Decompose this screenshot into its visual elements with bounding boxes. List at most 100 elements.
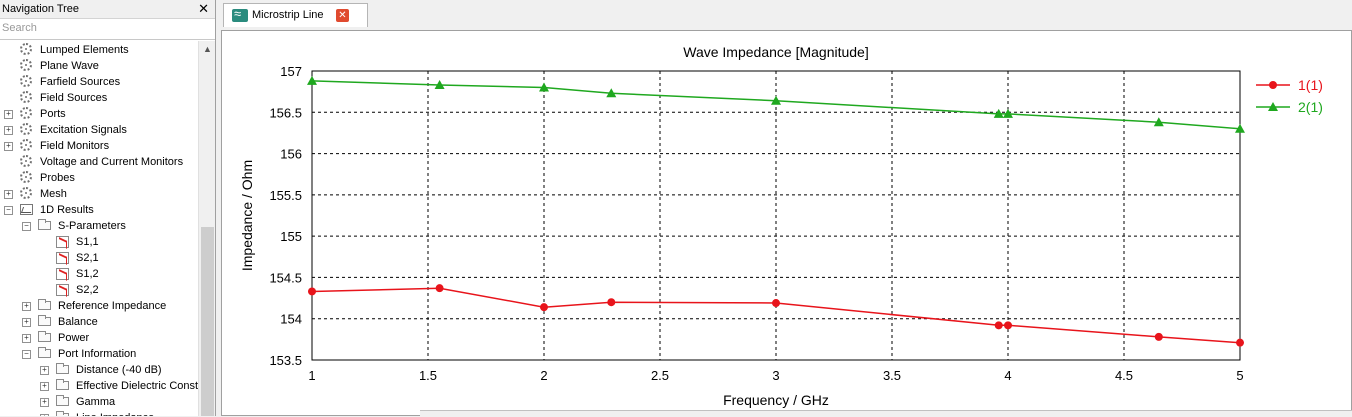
tree-item-power[interactable]: + Power — [0, 330, 198, 346]
tree-item-label: Effective Dielectric Const — [76, 380, 198, 392]
scroll-up-arrow-icon[interactable]: ▲ — [203, 44, 212, 54]
y-tick-label: 157 — [280, 64, 302, 79]
series-line-1-1 — [311, 287, 1241, 344]
data-point-2-1 — [539, 82, 549, 92]
tree-item-voltage-and-current-monitors[interactable]: Voltage and Current Monitors — [0, 154, 198, 170]
sparam-icon — [56, 284, 69, 296]
tree-item-line-impedance[interactable]: + Line Impedance — [0, 410, 198, 416]
expand-icon[interactable]: + — [4, 190, 13, 199]
tree-item-effective-dielectric-const[interactable]: + Effective Dielectric Const — [0, 378, 198, 394]
tree-item-label: Farfield Sources — [40, 76, 121, 88]
gear-icon — [20, 107, 32, 119]
x-tick-label: 1 — [308, 368, 315, 383]
tree-item-gamma[interactable]: + Gamma — [0, 394, 198, 410]
tree-item-probes[interactable]: Probes — [0, 170, 198, 186]
collapse-icon[interactable]: − — [22, 350, 31, 359]
tree-item-balance[interactable]: + Balance — [0, 314, 198, 330]
close-icon[interactable]: ✕ — [198, 1, 209, 16]
tree-scrollbar[interactable]: ▲ — [198, 41, 215, 416]
data-point-2-1 — [1153, 117, 1164, 127]
data-point-1-1 — [607, 298, 616, 307]
expand-icon[interactable]: + — [22, 318, 31, 327]
tree-item-distance-40-db[interactable]: + Distance (-40 dB) — [0, 362, 198, 378]
gear-icon — [20, 171, 32, 183]
tree-item-s1-1[interactable]: S1,1 — [0, 234, 198, 250]
tree-item-farfield-sources[interactable]: Farfield Sources — [0, 74, 198, 90]
data-point-1-1 — [772, 299, 780, 308]
sparam-icon — [56, 236, 69, 248]
tree-item-s1-2[interactable]: S1,2 — [0, 266, 198, 282]
tree-item-label: Line Impedance — [76, 410, 154, 416]
impedance-chart: 1 1.5 2 2.5 3 3.5 4 4.5 5 153.5 154 154.5 155 155.5 15… — [239, 44, 1323, 408]
y-tick-label: 155.5 — [269, 188, 302, 203]
gear-icon — [20, 75, 32, 87]
tree-item-port-information[interactable]: − Port Information — [0, 346, 198, 362]
expand-icon[interactable]: + — [40, 414, 49, 416]
tree-item-mesh[interactable]: + Mesh — [0, 186, 198, 202]
tree-item-plane-wave[interactable]: Plane Wave — [0, 58, 198, 74]
collapse-icon[interactable]: − — [22, 222, 31, 231]
tree-item-label: S2,2 — [76, 284, 99, 296]
y-axis-label: Impedance / Ohm — [239, 160, 255, 271]
document-tab-strip: Microstrip Line ✕ — [216, 0, 1352, 28]
tree-item-label: Field Sources — [40, 92, 108, 104]
expand-icon[interactable]: + — [4, 110, 13, 119]
tree-item-label: Probes — [40, 172, 75, 184]
tree-item-s2-1[interactable]: S2,1 — [0, 250, 198, 266]
data-point-1-1 — [308, 287, 316, 296]
data-point-1-1 — [540, 303, 548, 312]
data-point-2-1 — [993, 108, 1004, 118]
tab-microstrip-line[interactable]: Microstrip Line ✕ — [223, 3, 368, 27]
expand-icon[interactable]: + — [22, 302, 31, 311]
gear-icon — [20, 187, 32, 199]
x-tick-label: 2.5 — [651, 368, 669, 383]
x-tick-label: 3 — [772, 368, 779, 383]
sparam-icon — [56, 252, 69, 264]
collapse-icon[interactable]: − — [4, 206, 13, 215]
tree-item-lumped-elements[interactable]: Lumped Elements — [0, 42, 198, 58]
tree-item-s-parameters[interactable]: − S-Parameters — [0, 218, 198, 234]
tree-item-field-sources[interactable]: Field Sources — [0, 90, 198, 106]
tree-item-label: S-Parameters — [58, 220, 126, 232]
folder-icon — [56, 395, 69, 406]
navigation-panel: Navigation Tree ✕ Lumped Elements Plane W… — [0, 0, 216, 416]
tree-item-ports[interactable]: + Ports — [0, 106, 198, 122]
search-box — [0, 19, 215, 40]
data-point-1-1 — [994, 321, 1003, 330]
y-tick-label: 154.5 — [269, 270, 302, 285]
tree-item-s2-2[interactable]: S2,2 — [0, 282, 198, 298]
tree-item-1d-results[interactable]: − 1D Results — [0, 202, 198, 218]
tab-label: Microstrip Line — [252, 9, 324, 21]
expand-icon[interactable]: + — [22, 334, 31, 343]
plot-panel: 1 1.5 2 2.5 3 3.5 4 4.5 5 153.5 154 154.5 155 155.5 15… — [221, 30, 1352, 416]
expand-icon[interactable]: + — [4, 126, 13, 135]
expand-icon[interactable]: + — [40, 398, 49, 407]
data-point-2-1 — [1235, 123, 1245, 133]
close-tab-icon[interactable]: ✕ — [336, 9, 349, 22]
expand-icon[interactable]: + — [40, 366, 49, 375]
navigation-panel-header: Navigation Tree ✕ — [0, 0, 215, 19]
tree-item-reference-impedance[interactable]: + Reference Impedance — [0, 298, 198, 314]
data-point-1-1 — [435, 284, 444, 293]
gear-icon — [20, 139, 32, 151]
tree-item-label: S2,1 — [76, 252, 99, 264]
scroll-thumb[interactable] — [201, 227, 214, 416]
tree-item-excitation-signals[interactable]: + Excitation Signals — [0, 122, 198, 138]
expand-icon[interactable]: + — [4, 142, 13, 151]
data-point-2-1 — [606, 88, 617, 98]
legend-marker-1-1 — [1269, 81, 1277, 89]
folder-icon — [38, 219, 51, 230]
search-input[interactable] — [0, 19, 194, 37]
x-tick-label: 1.5 — [419, 368, 437, 383]
navigation-panel-title: Navigation Tree — [2, 3, 80, 15]
tree-item-label: Gamma — [76, 396, 116, 408]
tree-item-field-monitors[interactable]: + Field Monitors — [0, 138, 198, 154]
tree-item-label: Port Information — [58, 348, 137, 360]
expand-icon[interactable]: + — [40, 382, 49, 391]
wave-icon — [232, 6, 248, 22]
x-tick-label: 2 — [540, 368, 547, 383]
folder-icon — [56, 411, 69, 416]
y-tick-label: 156 — [280, 147, 302, 162]
tree-item-label: Distance (-40 dB) — [76, 364, 162, 376]
chart-title: Wave Impedance [Magnitude] — [683, 44, 868, 60]
